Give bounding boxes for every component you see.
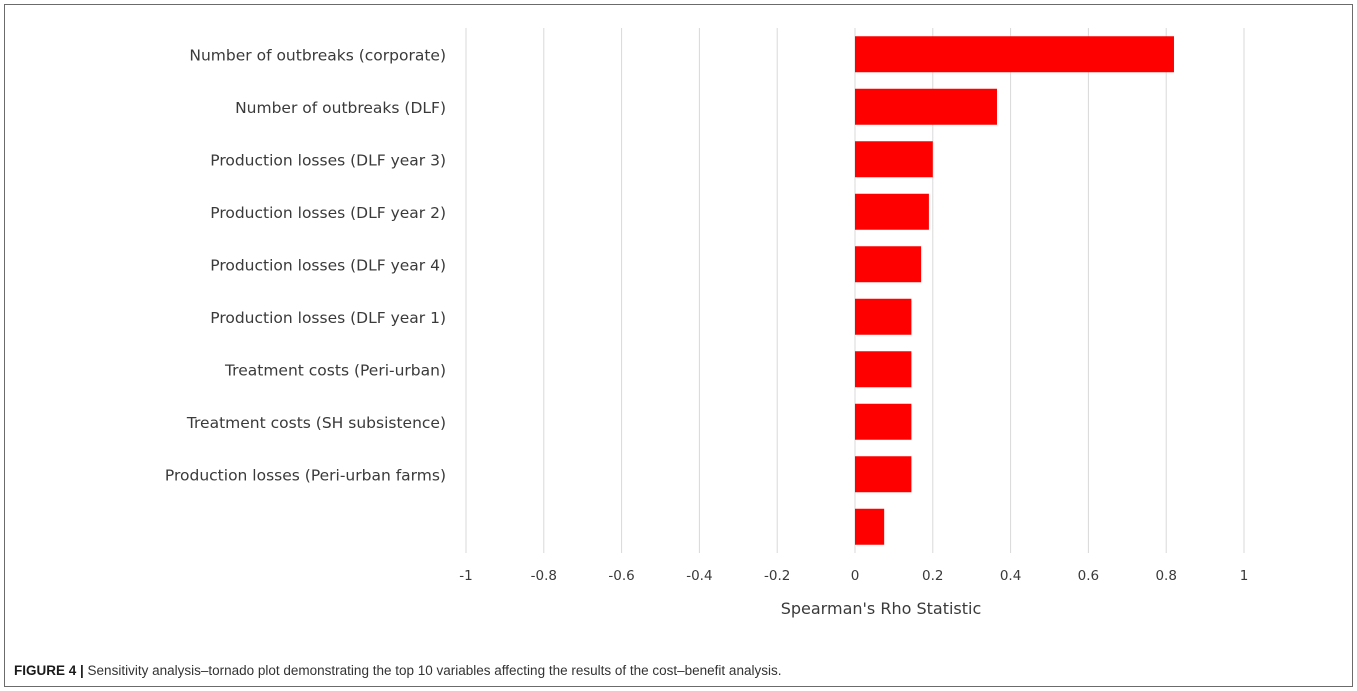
category-label: Number of outbreaks (DLF) xyxy=(235,99,446,117)
bar xyxy=(855,246,922,283)
x-tick-label: -0.8 xyxy=(531,568,557,584)
x-tick-label: 1 xyxy=(1240,568,1249,584)
category-label: Production losses (Peri-urban farms) xyxy=(165,466,446,484)
x-axis-title: Spearman's Rho Statistic xyxy=(781,599,982,618)
bar xyxy=(855,141,933,178)
bar xyxy=(855,36,1174,73)
figure-frame xyxy=(4,4,1353,687)
category-label: Treatment costs (Peri-urban) xyxy=(224,361,446,379)
bar xyxy=(855,508,885,545)
category-label: Production losses (DLF year 2) xyxy=(210,204,446,222)
x-tick-label: 0.6 xyxy=(1078,568,1099,584)
category-labels: Number of outbreaks (corporate) Number of… xyxy=(165,46,446,484)
bar xyxy=(855,298,912,335)
figure-caption: FIGURE 4 | Sensitivity analysis–tornado … xyxy=(14,663,1334,678)
bar xyxy=(855,456,912,493)
category-label: Treatment costs (SH subsistence) xyxy=(186,414,446,432)
x-tick-label: 0.8 xyxy=(1155,568,1176,584)
x-tick-labels: -1 -0.8 -0.6 -0.4 -0.2 0 0.2 0.4 0.6 0.8 1 xyxy=(459,568,1248,584)
category-label: Production losses (DLF year 1) xyxy=(210,309,446,327)
caption-text: Sensitivity analysis–tornado plot demons… xyxy=(83,663,782,678)
x-tick-label: 0 xyxy=(851,568,860,584)
figure-label: FIGURE 4 | xyxy=(14,663,84,678)
bars xyxy=(855,36,1174,545)
x-tick-label: 0.2 xyxy=(922,568,943,584)
bar xyxy=(855,193,929,230)
bar xyxy=(855,351,912,388)
bar xyxy=(855,403,912,440)
x-tick-label: -0.6 xyxy=(608,568,634,584)
category-label: Production losses (DLF year 3) xyxy=(210,151,446,169)
category-label: Production losses (DLF year 4) xyxy=(210,256,446,274)
x-tick-label: -1 xyxy=(459,568,472,584)
x-tick-label: 0.4 xyxy=(1000,568,1021,584)
bar xyxy=(855,88,997,125)
x-tick-label: -0.2 xyxy=(764,568,790,584)
category-label: Number of outbreaks (corporate) xyxy=(189,46,446,64)
x-tick-label: -0.4 xyxy=(686,568,712,584)
tornado-chart: Number of outbreaks (corporate) Number of… xyxy=(165,28,1248,618)
